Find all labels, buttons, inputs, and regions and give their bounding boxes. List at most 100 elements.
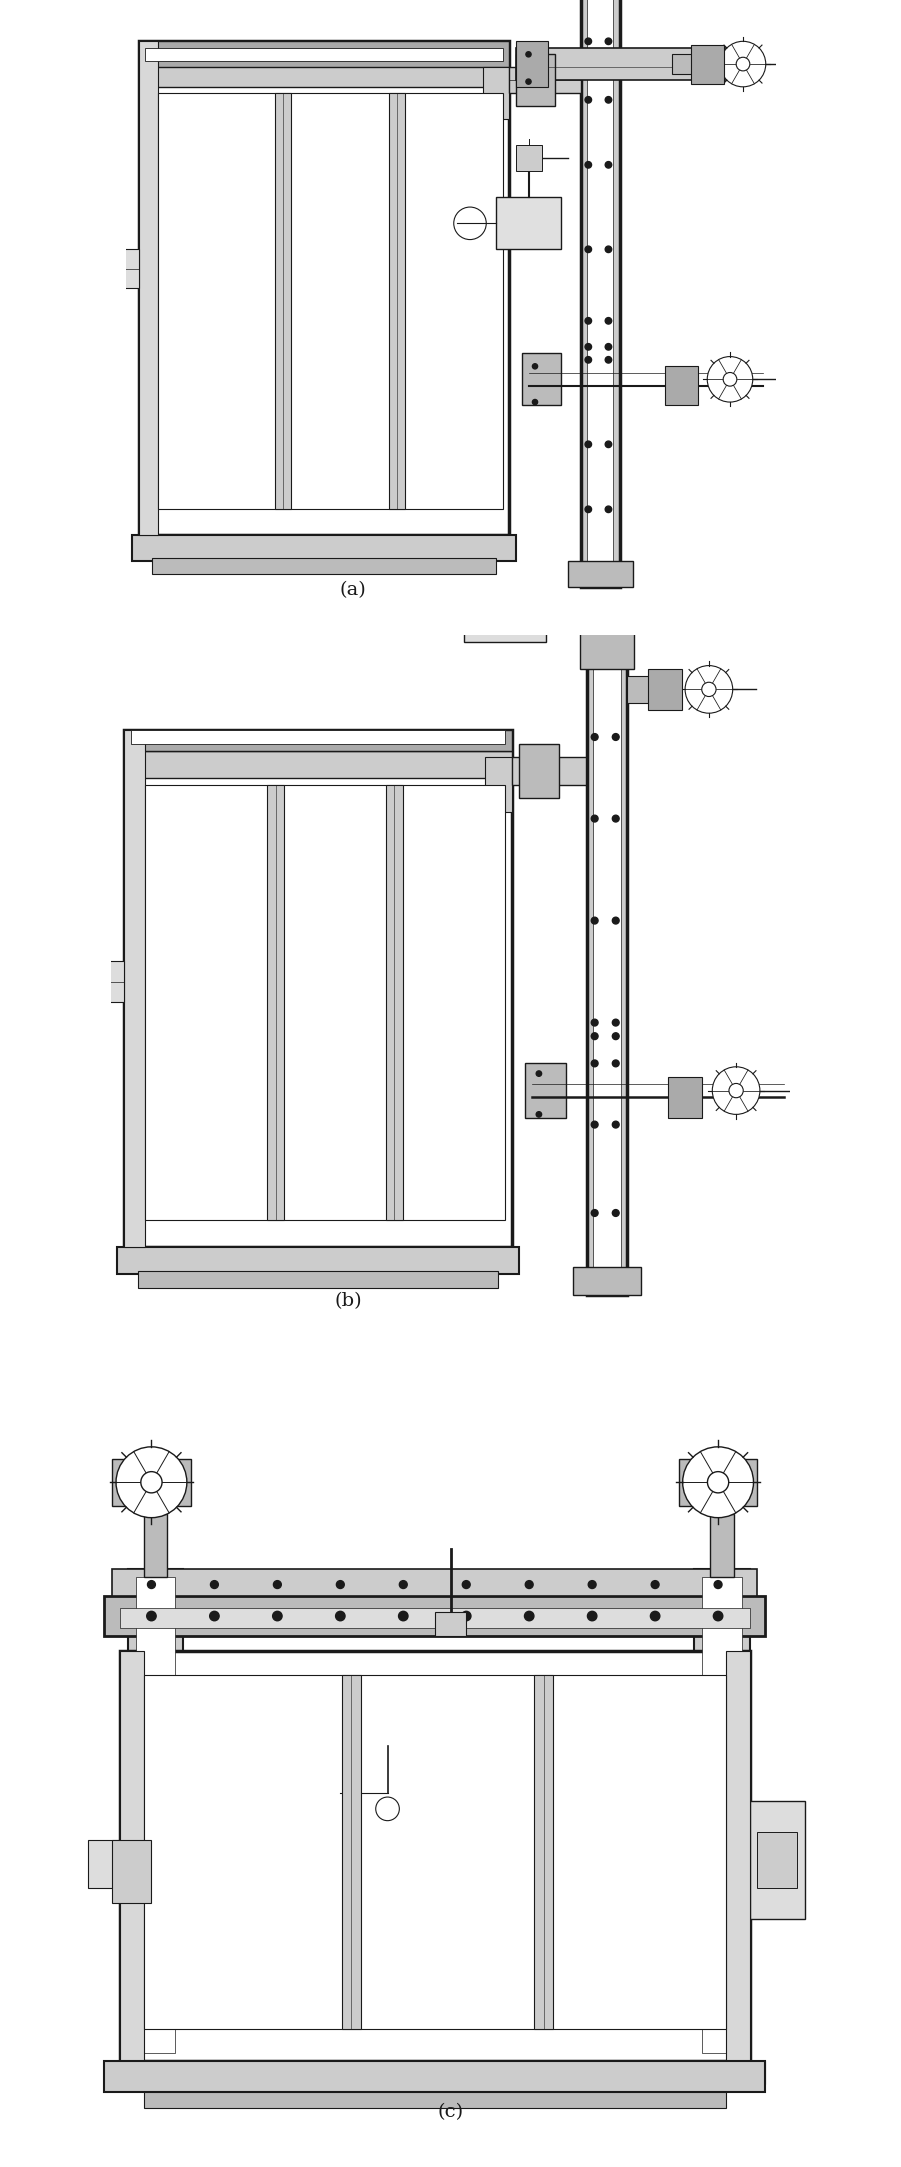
Bar (573, 1268, 641, 1294)
Circle shape (585, 98, 592, 104)
Circle shape (588, 1580, 596, 1588)
Circle shape (605, 358, 612, 364)
Bar (669, 1077, 702, 1118)
Bar (124, 750, 512, 778)
Circle shape (707, 1471, 729, 1493)
Circle shape (613, 1034, 619, 1040)
Circle shape (605, 98, 612, 104)
Circle shape (336, 1580, 344, 1588)
Circle shape (585, 319, 592, 325)
Bar (136, 1578, 175, 2052)
Bar (509, 67, 580, 93)
Circle shape (536, 1112, 542, 1118)
Circle shape (141, 1471, 162, 1493)
Bar (695, 1569, 750, 2061)
Bar (522, 353, 561, 405)
Circle shape (613, 1060, 619, 1066)
Bar (726, 1651, 750, 2061)
Circle shape (525, 1580, 533, 1588)
Circle shape (736, 56, 750, 72)
Circle shape (605, 247, 612, 254)
Circle shape (605, 39, 612, 46)
Bar (145, 48, 503, 61)
Bar (648, 670, 682, 711)
Bar (138, 1270, 498, 1287)
Bar (496, 197, 561, 249)
Bar (119, 249, 139, 288)
Circle shape (585, 442, 592, 449)
Circle shape (148, 1580, 155, 1588)
Circle shape (427, 598, 460, 631)
Bar (112, 1569, 758, 1597)
Circle shape (720, 41, 766, 87)
Bar (158, 93, 503, 509)
Bar (710, 1515, 733, 1578)
Circle shape (591, 1060, 598, 1066)
Circle shape (536, 1070, 542, 1077)
Circle shape (591, 815, 598, 821)
Circle shape (605, 507, 612, 514)
Bar (131, 730, 505, 743)
Bar (518, 743, 560, 797)
Circle shape (651, 1580, 659, 1588)
Bar (143, 2091, 726, 2108)
Circle shape (605, 442, 612, 449)
Bar (341, 1675, 361, 2028)
Bar (435, 1612, 466, 1636)
Circle shape (399, 1580, 407, 1588)
Circle shape (613, 735, 619, 741)
Circle shape (591, 1034, 598, 1040)
Circle shape (147, 1612, 156, 1621)
Bar (579, 628, 634, 670)
Bar (515, 54, 554, 106)
Bar (128, 1569, 183, 2061)
Circle shape (273, 1580, 281, 1588)
Bar (112, 1458, 191, 1506)
Circle shape (605, 345, 612, 351)
Bar (117, 1246, 518, 1274)
Bar (515, 48, 756, 80)
Circle shape (587, 1612, 596, 1621)
Circle shape (585, 507, 592, 514)
Circle shape (702, 683, 716, 696)
Circle shape (613, 1120, 619, 1129)
Text: (b): (b) (334, 1292, 362, 1311)
Circle shape (714, 1580, 722, 1588)
Circle shape (714, 1612, 723, 1621)
Bar (120, 1651, 143, 2061)
Bar (143, 1515, 168, 1578)
Circle shape (116, 1448, 187, 1517)
Circle shape (613, 1209, 619, 1216)
Bar (525, 1064, 566, 1118)
Bar (389, 93, 405, 509)
Circle shape (273, 1612, 282, 1621)
Bar (151, 559, 496, 574)
Circle shape (713, 1066, 760, 1114)
Bar (132, 535, 515, 561)
Bar (112, 2061, 198, 2085)
Circle shape (532, 364, 538, 368)
Circle shape (683, 1448, 753, 1517)
Circle shape (605, 319, 612, 325)
Bar (678, 2061, 765, 2085)
Circle shape (585, 39, 592, 46)
Circle shape (591, 1120, 598, 1129)
Circle shape (591, 1209, 598, 1216)
Text: (a): (a) (340, 581, 367, 600)
Circle shape (605, 163, 612, 169)
Circle shape (454, 208, 487, 241)
Bar (587, 654, 627, 1294)
Text: (c): (c) (438, 2102, 463, 2121)
Circle shape (532, 399, 538, 405)
Circle shape (462, 1580, 470, 1588)
Circle shape (613, 815, 619, 821)
Bar (105, 1597, 765, 1636)
Bar (512, 758, 587, 784)
Circle shape (526, 52, 531, 56)
Bar (386, 784, 403, 1220)
Circle shape (729, 1084, 743, 1099)
Bar (750, 1801, 805, 1920)
Circle shape (685, 665, 733, 713)
Bar (124, 730, 144, 1246)
Bar (483, 67, 509, 119)
